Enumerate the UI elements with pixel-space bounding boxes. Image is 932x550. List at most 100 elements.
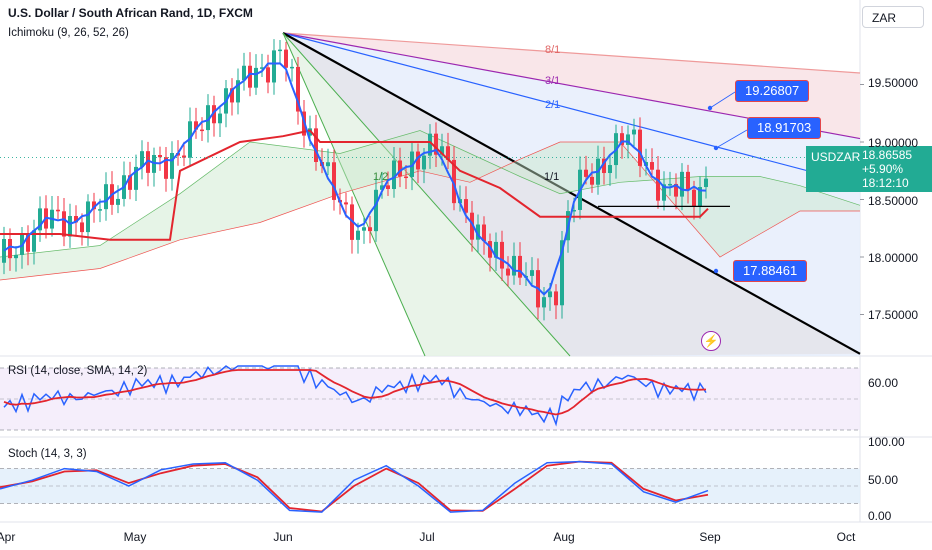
x-tick-label: May	[123, 530, 147, 544]
currency-button[interactable]: ZAR	[862, 6, 924, 28]
candle-body	[104, 184, 108, 210]
fan-line-1-3	[282, 32, 426, 357]
candle-body	[440, 146, 444, 155]
rsi-legend[interactable]: RSI (14, close, SMA, 14, 2)	[8, 365, 148, 377]
candle-body	[14, 254, 18, 259]
candles[interactable]	[2, 39, 708, 321]
candle-body	[116, 198, 120, 205]
candle-body	[332, 162, 336, 200]
x-tick-label: Jun	[273, 530, 293, 544]
y-tick-label: 18.50000	[868, 194, 919, 208]
kijun-line	[0, 129, 709, 241]
candle-body	[140, 151, 144, 167]
candle-body	[56, 209, 60, 212]
stoch-tick-label: 100.00	[868, 435, 905, 449]
candle-body	[290, 66, 294, 69]
candle-body	[314, 128, 318, 162]
candle-body	[500, 241, 504, 269]
candle-body	[680, 171, 684, 197]
candle-body	[650, 162, 654, 170]
candle-body	[476, 224, 480, 240]
candle-body	[392, 160, 396, 190]
candle-body	[632, 129, 636, 135]
fan-line-8-1	[282, 32, 861, 74]
symbol-label: USDZAR	[811, 150, 861, 164]
rsi-sma-line	[3, 369, 707, 416]
candle-body	[38, 208, 42, 231]
candle-body	[86, 201, 90, 233]
candle-body	[404, 176, 408, 179]
y-tick-label: 18.00000	[868, 251, 919, 265]
candle-body	[512, 255, 516, 276]
price-tag-2[interactable]: 18.91703	[747, 117, 822, 139]
ichimoku-cloud	[0, 130, 861, 281]
candle-body	[248, 65, 252, 88]
candle-body	[242, 65, 246, 81]
stoch-pane	[0, 460, 860, 513]
current-price-box: USDZAR 18.86585 +5.90% 18:12:10	[806, 146, 932, 192]
ichimoku-legend[interactable]: Ichimoku (9, 26, 52, 26)	[8, 27, 129, 39]
rsi-pane	[0, 365, 860, 431]
fib-label-8-1: 8/1	[545, 44, 561, 56]
rsi-line	[3, 365, 707, 427]
tag-leader	[709, 91, 736, 109]
candle-body	[446, 146, 450, 160]
candle-body	[2, 238, 6, 263]
candle-body	[704, 178, 708, 188]
candle-body	[410, 151, 414, 177]
price-tag-1[interactable]: 19.26807	[735, 80, 810, 102]
stoch-tick-label: 0.00	[868, 509, 892, 523]
candle-body	[560, 240, 564, 306]
candle-body	[218, 113, 222, 124]
candle-body	[128, 175, 132, 190]
candle-body	[686, 171, 690, 190]
senkou-span-b	[0, 141, 860, 281]
candle-body	[488, 241, 492, 258]
candle-body	[92, 201, 96, 210]
lightning-icon[interactable]: ⚡	[701, 331, 721, 351]
candle-body	[278, 49, 282, 52]
candle-body	[668, 183, 672, 186]
tenkan-line	[3, 62, 707, 296]
fan-line-1-2	[282, 32, 571, 357]
candle-body	[230, 88, 234, 103]
candle-body	[362, 227, 366, 231]
candle-body	[8, 238, 12, 259]
fan-line-1-1	[282, 32, 861, 355]
bar-countdown: 18:12:10	[862, 176, 909, 190]
candle-body	[32, 230, 36, 252]
price-tag-3[interactable]: 17.88461	[733, 260, 808, 282]
candle-body	[296, 66, 300, 112]
candle-body	[368, 227, 372, 232]
candle-body	[356, 230, 360, 240]
candle-body	[518, 255, 522, 278]
fib-label-3-1: 3/1	[545, 75, 561, 87]
candle-body	[182, 155, 186, 158]
candle-body	[194, 121, 198, 130]
x-tick-label: Apr	[0, 530, 16, 544]
ichimoku-lines	[0, 62, 860, 296]
senkou-span-a	[0, 130, 861, 258]
axes	[860, 84, 864, 315]
candle-body	[584, 169, 588, 177]
fib-label-1-1: 1/1	[544, 171, 560, 183]
candle-body	[200, 129, 204, 132]
candle-body	[626, 134, 630, 145]
y-tick-label: 19.00000	[868, 136, 919, 150]
fan-line-2-1	[282, 32, 861, 186]
chart-title: U.S. Dollar / South African Rand, 1D, FX…	[8, 6, 253, 20]
fib-fan	[282, 32, 861, 357]
stoch-legend[interactable]: Stoch (14, 3, 3)	[8, 448, 87, 460]
candle-body	[260, 67, 264, 69]
candle-body	[428, 133, 432, 156]
stoch-k-line	[0, 460, 709, 513]
candle-body	[548, 291, 552, 298]
candle-body	[530, 270, 534, 276]
candle-body	[608, 165, 612, 174]
candle-body	[254, 67, 258, 88]
candle-body	[554, 291, 558, 306]
candle-body	[602, 158, 606, 174]
candle-body	[638, 129, 642, 166]
candle-body	[68, 216, 72, 237]
